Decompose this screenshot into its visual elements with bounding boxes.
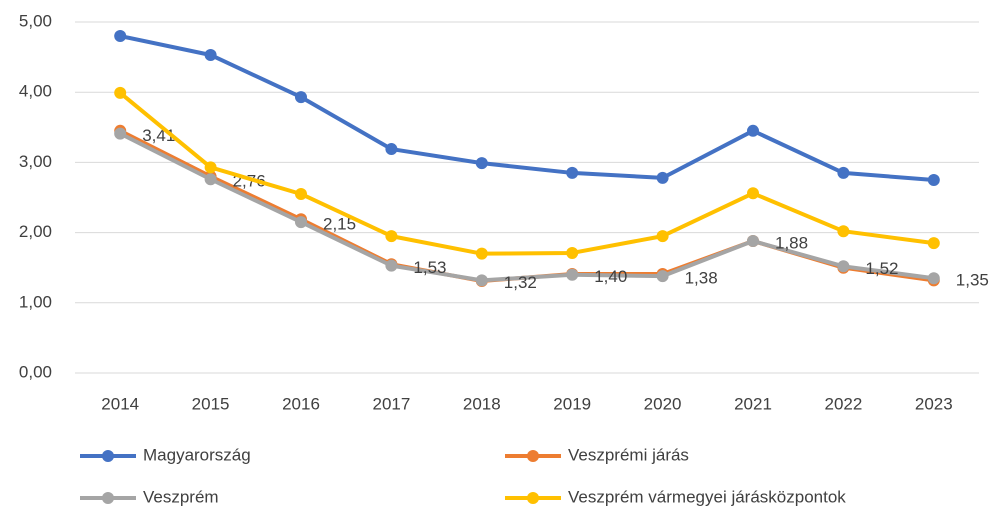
data-point <box>204 173 217 186</box>
x-tick-label: 2023 <box>915 394 953 413</box>
data-point <box>475 274 488 287</box>
data-label: 1,38 <box>685 269 718 288</box>
x-tick-label: 2020 <box>644 394 682 413</box>
data-point <box>927 173 940 186</box>
x-tick-label: 2017 <box>372 394 410 413</box>
x-tick-label: 2018 <box>463 394 501 413</box>
y-tick-label: 5,00 <box>19 11 52 30</box>
data-point <box>747 124 759 137</box>
data-point <box>204 48 217 61</box>
data-point <box>656 270 669 283</box>
series-line <box>119 34 934 182</box>
data-label: 1,53 <box>413 258 446 277</box>
y-tick-label: 3,00 <box>19 152 52 171</box>
data-point <box>927 237 940 250</box>
legend-marker <box>527 492 539 504</box>
data-point <box>656 171 669 184</box>
data-point <box>295 187 307 200</box>
x-tick-label: 2014 <box>101 394 139 413</box>
data-point <box>837 260 850 273</box>
data-point <box>385 143 398 156</box>
data-point <box>385 230 398 243</box>
series-line <box>119 131 935 283</box>
legend-label: Veszprém vármegyei járásközpontok <box>568 487 846 506</box>
x-tick-label: 2019 <box>553 394 591 413</box>
data-point <box>295 91 307 104</box>
data-label: 1,40 <box>594 267 627 286</box>
data-point <box>114 127 127 140</box>
data-point <box>747 187 759 200</box>
x-tick-label: 2021 <box>734 394 772 413</box>
legend-label: Veszprém <box>143 487 219 506</box>
legend-marker <box>527 450 539 462</box>
data-point <box>566 166 579 179</box>
data-point <box>837 225 850 238</box>
y-tick-label: 0,00 <box>19 362 52 381</box>
data-point <box>475 157 488 170</box>
data-label: 1,52 <box>865 259 898 278</box>
y-tick-label: 2,00 <box>19 222 52 241</box>
legend-marker <box>102 450 114 462</box>
data-point <box>114 86 127 99</box>
data-point <box>385 259 398 272</box>
data-point <box>837 166 850 179</box>
legend-marker <box>102 492 114 504</box>
data-point <box>747 235 759 248</box>
data-point <box>475 247 488 260</box>
data-point <box>566 268 579 281</box>
legend-label: Veszprémi járás <box>568 445 689 464</box>
data-label: 1,35 <box>956 271 989 290</box>
y-tick-label: 4,00 <box>19 82 52 101</box>
data-point <box>656 230 669 243</box>
y-tick-label: 1,00 <box>19 292 52 311</box>
x-tick-label: 2016 <box>282 394 320 413</box>
x-tick-label: 2022 <box>824 394 862 413</box>
legend-label: Magyarország <box>143 445 251 464</box>
data-label: 1,88 <box>775 234 808 253</box>
data-point <box>204 161 217 174</box>
x-tick-label: 2015 <box>192 394 230 413</box>
data-point <box>566 246 579 259</box>
series-line <box>118 91 935 256</box>
data-point <box>295 216 307 229</box>
data-label: 1,32 <box>504 273 537 292</box>
data-label: 2,15 <box>323 215 356 234</box>
data-point <box>927 272 940 285</box>
data-point <box>114 30 127 43</box>
